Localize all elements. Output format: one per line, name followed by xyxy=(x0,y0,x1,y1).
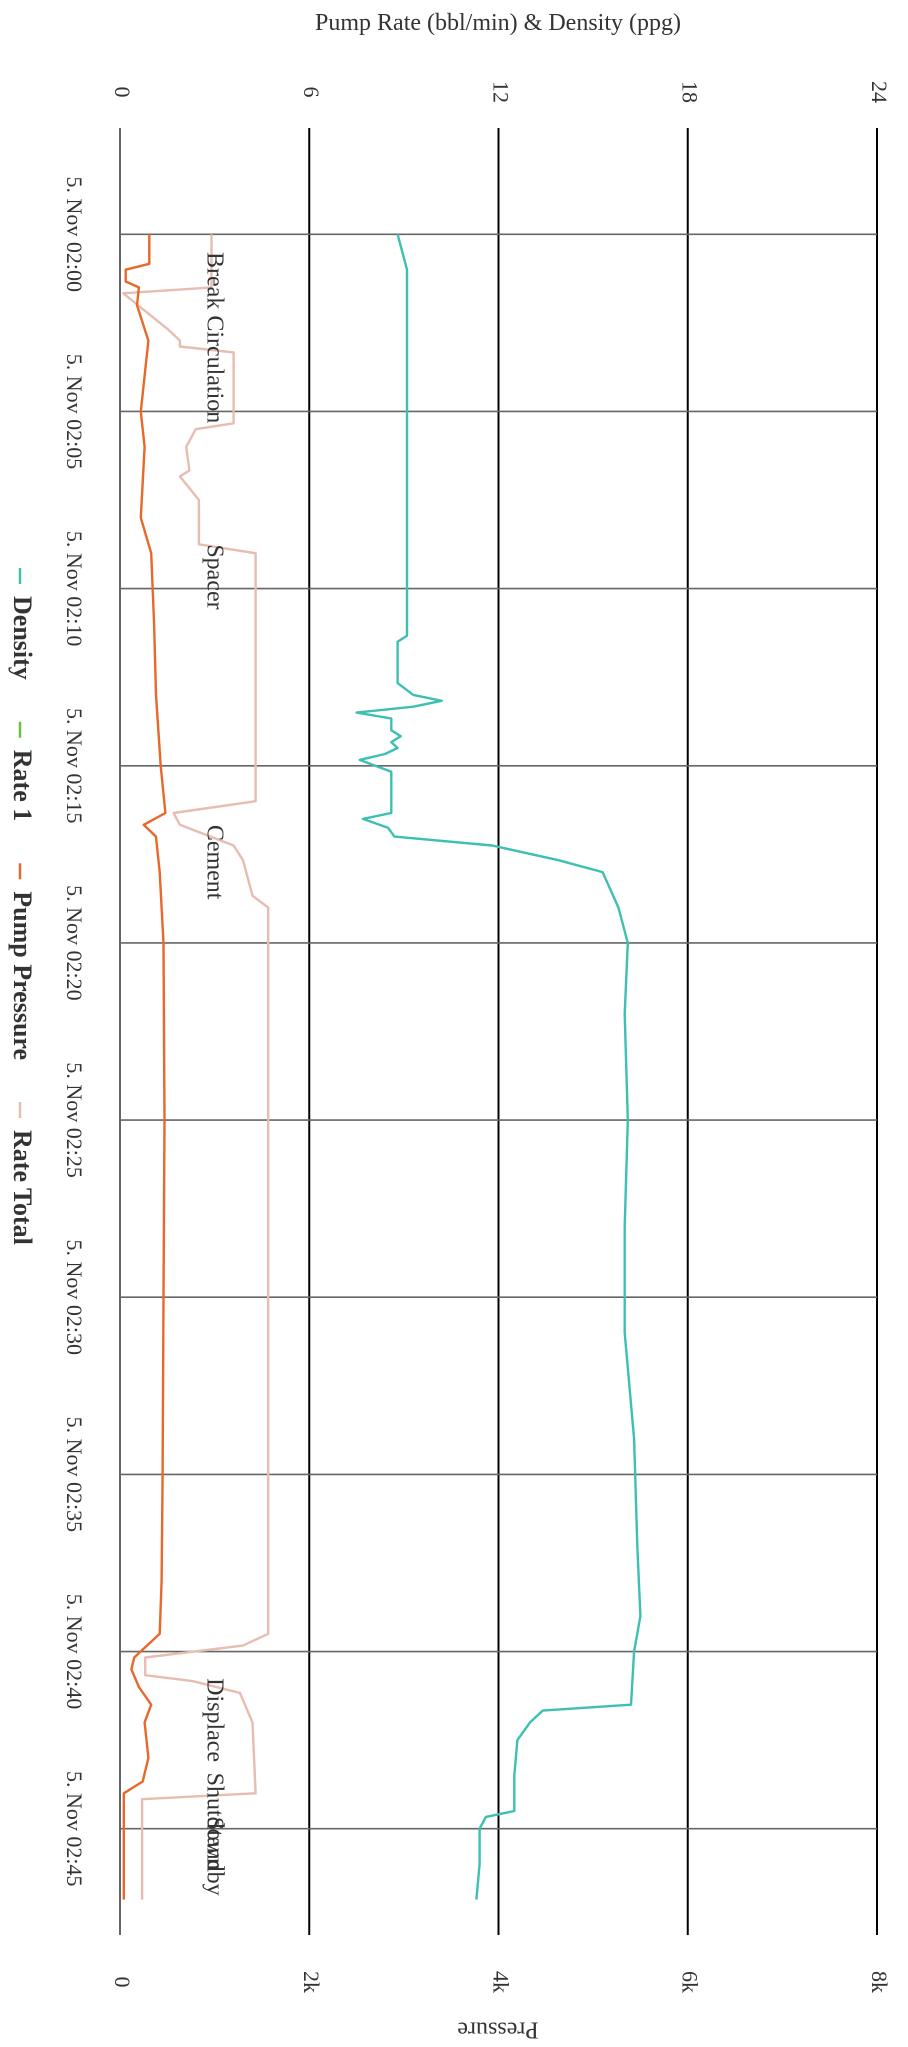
time-tick-label: 5. Nov 02:05 xyxy=(62,354,87,470)
time-tick-label: 5. Nov 02:45 xyxy=(62,1771,87,1887)
series-lines xyxy=(122,233,642,1900)
time-tick-label: 5. Nov 02:15 xyxy=(62,708,87,824)
annotation-label: Spacer xyxy=(201,544,227,609)
rate-density-axis-title: Pump Rate (bbl/min) & Density (ppg) xyxy=(315,10,681,36)
time-axis-ticks: 5. Nov 02:00 5. Nov 02:05 5. Nov 02:10 5. N… xyxy=(62,177,87,1887)
legend: Density Rate 1 Pump Pressure Rate Total xyxy=(8,568,37,1245)
legend-label: Rate Total xyxy=(8,1130,37,1245)
rate-density-tick-label: 0 xyxy=(110,87,135,98)
legend-label: Rate 1 xyxy=(8,750,37,821)
rate-density-tick-label: 18 xyxy=(678,81,703,103)
rate-density-tick-label: 12 xyxy=(488,81,513,103)
time-tick-label: 5. Nov 02:10 xyxy=(62,531,87,647)
time-tick-label: 5. Nov 02:30 xyxy=(62,1239,87,1355)
legend-item-rate-total[interactable]: Rate Total xyxy=(8,1102,37,1245)
rate-density-tick-label: 6 xyxy=(299,87,324,98)
series-line-rate-total xyxy=(122,234,270,1900)
pressure-tick-label: 8k xyxy=(867,1971,892,1993)
time-tick-label: 5. Nov 02:20 xyxy=(62,885,87,1001)
pressure-tick-label: 6k xyxy=(678,1971,703,1993)
series-line-pump-pressure xyxy=(122,234,167,1900)
annotation-label: Standby xyxy=(201,1817,227,1896)
pressure-tick-label: 0 xyxy=(110,1977,135,1988)
pressure-tick-label: 4k xyxy=(488,1971,513,1993)
pressure-axis-title: Pressure xyxy=(457,2016,538,2042)
legend-item-density[interactable]: Density xyxy=(8,568,37,680)
pressure-tick-label: 2k xyxy=(299,1971,324,1993)
annotation-label: Break Circulation xyxy=(201,252,227,423)
time-tick-label: 5. Nov 02:00 xyxy=(62,177,87,293)
gridlines xyxy=(119,128,878,1935)
annotation-label: Cement xyxy=(201,825,227,900)
legend-item-pump-pressure[interactable]: Pump Pressure xyxy=(8,863,37,1060)
legend-item-rate-1[interactable]: Rate 1 xyxy=(8,721,37,821)
time-tick-label: 5. Nov 02:25 xyxy=(62,1062,87,1178)
rate-density-tick-label: 24 xyxy=(867,81,892,103)
rate-density-axis-ticks: 0 6 12 18 24 xyxy=(110,81,892,103)
time-tick-label: 5. Nov 02:40 xyxy=(62,1594,87,1710)
legend-label: Pump Pressure xyxy=(8,891,37,1060)
time-tick-label: 5. Nov 02:35 xyxy=(62,1417,87,1533)
series-line-density xyxy=(355,233,642,1900)
pressure-axis-ticks: 0 2k 4k 6k 8k xyxy=(110,1971,892,1993)
legend-label: Density xyxy=(8,596,37,680)
stage-annotations: Break Circulation Spacer Cement Displace Shu… xyxy=(201,252,227,1896)
annotation-label: Displace xyxy=(201,1678,227,1762)
annotation-label: Shutdown xyxy=(201,1773,227,1870)
